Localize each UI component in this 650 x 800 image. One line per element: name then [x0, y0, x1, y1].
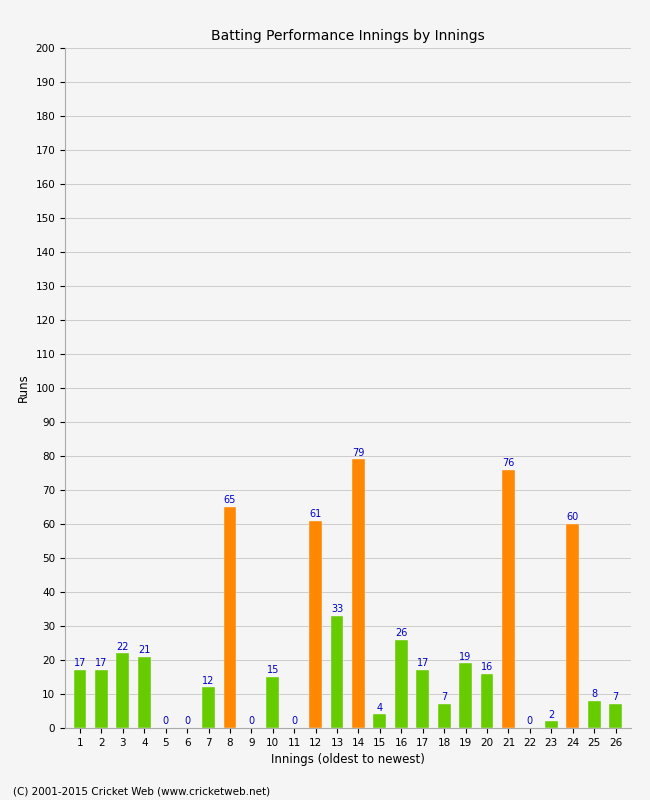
Bar [545, 722, 558, 728]
Bar [331, 616, 343, 728]
Text: 19: 19 [460, 652, 472, 662]
Text: 0: 0 [526, 716, 533, 726]
Text: 2: 2 [548, 710, 554, 719]
Text: 60: 60 [567, 512, 578, 522]
Bar [73, 670, 86, 728]
Text: 76: 76 [502, 458, 515, 468]
Text: 26: 26 [395, 628, 408, 638]
Bar [480, 674, 493, 728]
Text: 61: 61 [309, 509, 322, 519]
Text: 65: 65 [224, 495, 236, 506]
Bar [352, 459, 365, 728]
Text: 7: 7 [612, 693, 619, 702]
Text: 0: 0 [162, 716, 169, 726]
Bar [266, 677, 280, 728]
Text: 16: 16 [481, 662, 493, 672]
Text: 8: 8 [591, 689, 597, 699]
Text: 4: 4 [377, 702, 383, 713]
Bar [588, 701, 601, 728]
Bar [566, 524, 579, 728]
Text: 0: 0 [248, 716, 254, 726]
Text: 17: 17 [74, 658, 86, 669]
Bar [459, 663, 472, 728]
Text: 12: 12 [202, 675, 215, 686]
Bar [138, 657, 151, 728]
Y-axis label: Runs: Runs [17, 374, 30, 402]
Text: 0: 0 [291, 716, 297, 726]
Bar [609, 704, 622, 728]
Bar [309, 521, 322, 728]
Text: (C) 2001-2015 Cricket Web (www.cricketweb.net): (C) 2001-2015 Cricket Web (www.cricketwe… [13, 786, 270, 796]
Text: 33: 33 [331, 604, 343, 614]
Text: 0: 0 [184, 716, 190, 726]
Text: 22: 22 [116, 642, 129, 651]
Text: 17: 17 [417, 658, 429, 669]
Bar [202, 687, 215, 728]
Bar [116, 653, 129, 728]
Text: 15: 15 [266, 666, 279, 675]
Bar [502, 470, 515, 728]
Bar [95, 670, 108, 728]
Bar [374, 714, 386, 728]
Text: 17: 17 [96, 658, 108, 669]
Bar [437, 704, 450, 728]
Title: Batting Performance Innings by Innings: Batting Performance Innings by Innings [211, 29, 485, 42]
Text: 79: 79 [352, 448, 365, 458]
Bar [224, 507, 237, 728]
X-axis label: Innings (oldest to newest): Innings (oldest to newest) [271, 754, 424, 766]
Bar [395, 640, 408, 728]
Text: 7: 7 [441, 693, 447, 702]
Bar [416, 670, 429, 728]
Text: 21: 21 [138, 645, 150, 655]
